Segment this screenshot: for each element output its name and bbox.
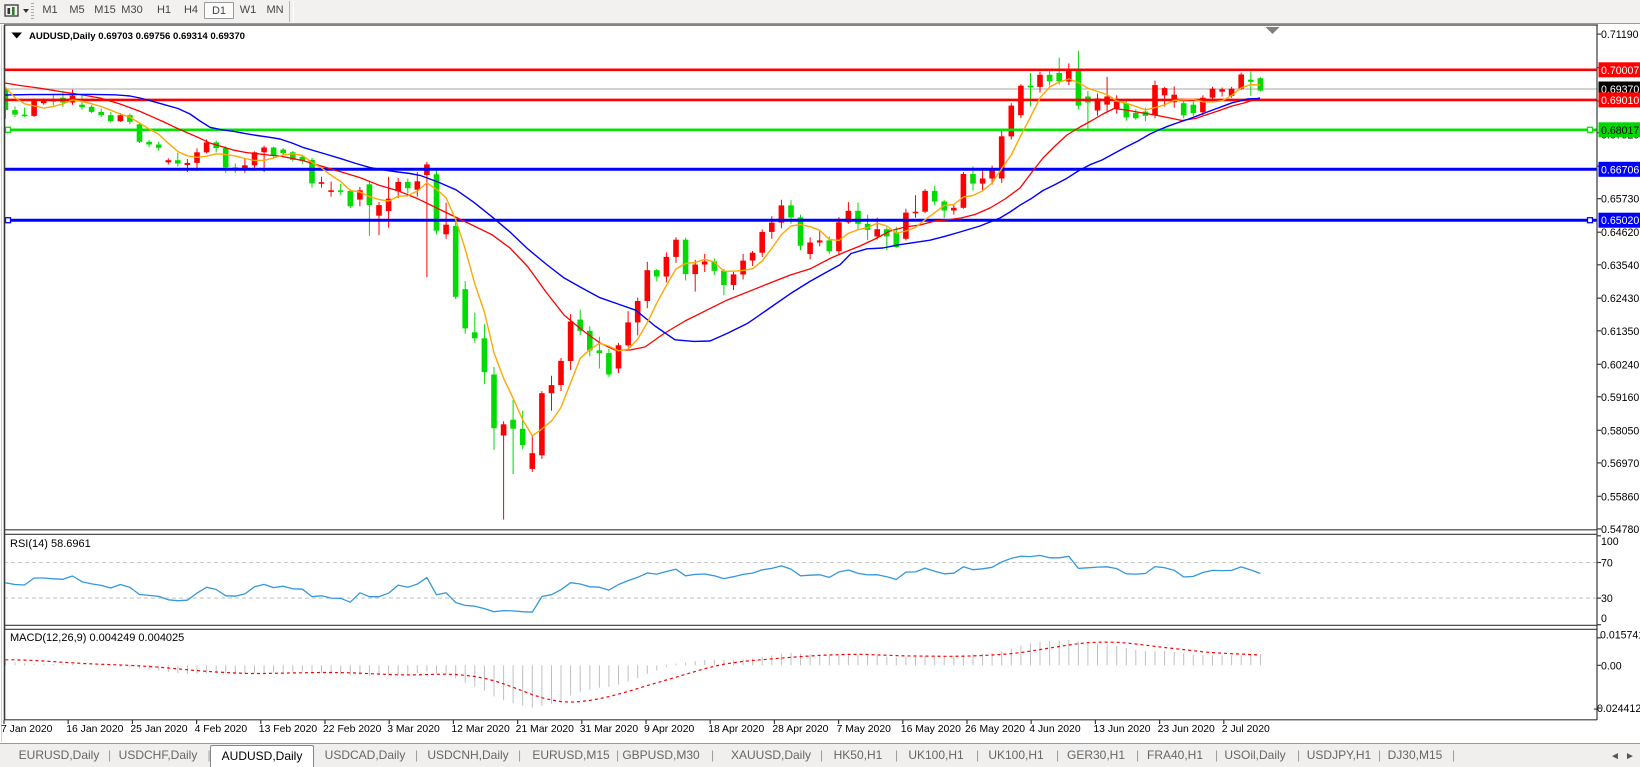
svg-text:MACD(12,26,9) 0.004249 0.00402: MACD(12,26,9) 0.004249 0.004025 (10, 632, 184, 644)
svg-text:0.59160: 0.59160 (1601, 392, 1639, 404)
svg-text:28 Apr 2020: 28 Apr 2020 (772, 724, 828, 735)
svg-text:21 Mar 2020: 21 Mar 2020 (516, 724, 575, 735)
svg-text:100: 100 (1601, 536, 1619, 548)
svg-text:7 May 2020: 7 May 2020 (837, 724, 892, 735)
svg-text:13 Feb 2020: 13 Feb 2020 (259, 724, 318, 735)
svg-text:4 Feb 2020: 4 Feb 2020 (195, 724, 248, 735)
svg-text:0.58050: 0.58050 (1601, 425, 1639, 437)
svg-text:12 Mar 2020: 12 Mar 2020 (451, 724, 510, 735)
svg-text:0.65020: 0.65020 (1601, 215, 1639, 227)
svg-text:-0.024412: -0.024412 (1594, 703, 1640, 715)
svg-text:0.68017: 0.68017 (1601, 125, 1639, 137)
svg-text:30: 30 (1601, 593, 1613, 605)
svg-text:0: 0 (1601, 613, 1607, 625)
svg-text:0.00: 0.00 (1601, 660, 1622, 672)
svg-text:31 Mar 2020: 31 Mar 2020 (580, 724, 639, 735)
svg-text:0.015741: 0.015741 (1600, 630, 1640, 642)
svg-text:0.70007: 0.70007 (1601, 65, 1639, 77)
svg-text:0.66706: 0.66706 (1601, 164, 1639, 176)
svg-text:0.64620: 0.64620 (1601, 227, 1639, 239)
svg-text:0.61350: 0.61350 (1601, 326, 1639, 338)
svg-text:0.54780: 0.54780 (1601, 524, 1639, 536)
svg-text:0.63540: 0.63540 (1601, 260, 1639, 272)
svg-text:0.62430: 0.62430 (1601, 293, 1639, 305)
svg-text:16 May 2020: 16 May 2020 (901, 724, 961, 735)
svg-text:7 Jan 2020: 7 Jan 2020 (1, 724, 53, 735)
svg-text:0.65730: 0.65730 (1601, 194, 1639, 206)
svg-text:RSI(14) 58.6961: RSI(14) 58.6961 (10, 538, 91, 550)
svg-text:3 Mar 2020: 3 Mar 2020 (387, 724, 440, 735)
svg-text:0.56970: 0.56970 (1601, 458, 1639, 470)
svg-text:16 Jan 2020: 16 Jan 2020 (66, 724, 123, 735)
svg-text:23 Jun 2020: 23 Jun 2020 (1158, 724, 1215, 735)
svg-text:0.71190: 0.71190 (1601, 29, 1639, 41)
svg-text:0.69010: 0.69010 (1601, 95, 1639, 107)
svg-text:22 Feb 2020: 22 Feb 2020 (323, 724, 382, 735)
svg-text:2 Jul 2020: 2 Jul 2020 (1222, 724, 1270, 735)
svg-text:0.55860: 0.55860 (1601, 491, 1639, 503)
svg-text:70: 70 (1601, 558, 1613, 570)
svg-text:0.60240: 0.60240 (1601, 359, 1639, 371)
svg-text:18 Apr 2020: 18 Apr 2020 (708, 724, 764, 735)
svg-text:26 May 2020: 26 May 2020 (965, 724, 1025, 735)
svg-text:25 Jan 2020: 25 Jan 2020 (130, 724, 187, 735)
svg-text:9 Apr 2020: 9 Apr 2020 (644, 724, 694, 735)
svg-text:13 Jun 2020: 13 Jun 2020 (1093, 724, 1150, 735)
svg-text:AUDUSD,Daily 0.69703 0.69756: AUDUSD,Daily 0.69703 0.69756 0.69314 0.6… (29, 31, 245, 42)
svg-text:4 Jun 2020: 4 Jun 2020 (1029, 724, 1081, 735)
